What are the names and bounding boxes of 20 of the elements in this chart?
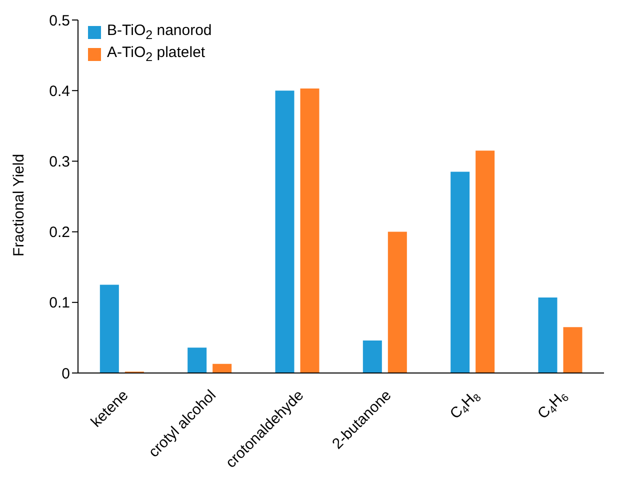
y-tick-label: 0.1 xyxy=(49,294,70,312)
bar xyxy=(538,297,558,373)
legend-label: B-TiO$_{2}$ nanorod xyxy=(107,22,212,42)
bar xyxy=(212,364,232,373)
y-tick-label: 0.2 xyxy=(49,224,70,242)
bar xyxy=(275,90,294,373)
y-tick-label: 0 xyxy=(62,365,70,382)
y-tick-label: 0.3 xyxy=(49,154,70,171)
y-tick-label: 0.5 xyxy=(49,12,70,30)
bar xyxy=(388,232,407,373)
bar xyxy=(188,348,207,373)
bar xyxy=(100,284,119,373)
bar xyxy=(476,150,495,373)
bar xyxy=(300,88,320,373)
bar xyxy=(563,327,582,373)
y-tick-label: 0.4 xyxy=(49,82,70,100)
bar xyxy=(450,172,470,373)
y-axis-title: Fractional Yield xyxy=(10,154,28,256)
legend-label: A-TiO$_{2}$ platelet xyxy=(107,44,206,64)
bar xyxy=(362,340,382,373)
